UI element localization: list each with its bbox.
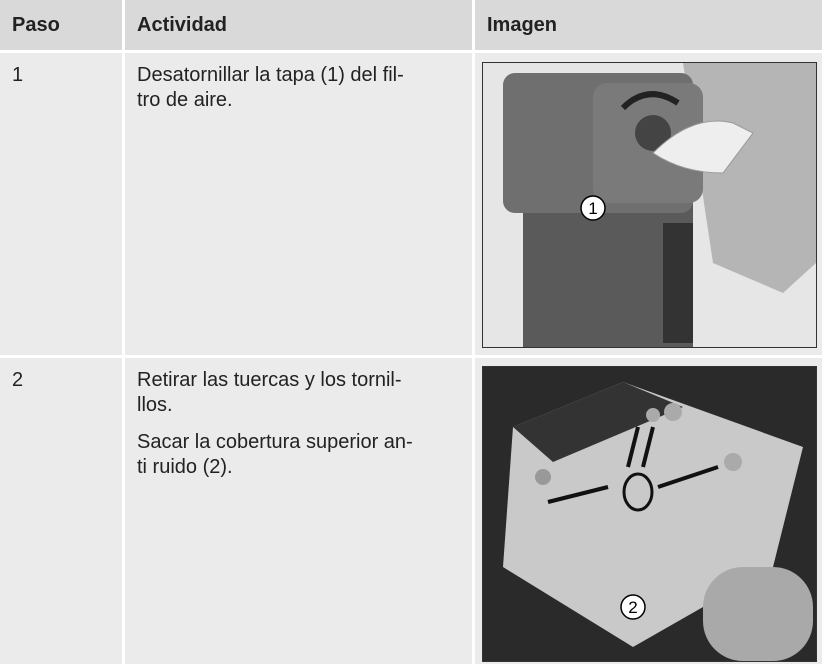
step-number: 1 [12,64,24,86]
header-text: Imagen [487,14,558,36]
step-cell: 1 [0,53,122,355]
photo: 1 [482,62,817,348]
activity-text: Desatornillar la tapa (1) del fil-tro de… [137,63,460,113]
activity-text: Retirar las tuercas y los tornil-llos. [137,368,460,418]
step-number: 2 [12,369,24,391]
photo: 2 [482,366,817,662]
text-line: Sacar la cobertura superior an- [137,431,413,453]
callout-circle [620,594,646,620]
text-line: Desatornillar la tapa (1) del fil- [137,64,404,86]
text-line: Retirar las tuercas y los tornil- [137,369,402,391]
text-line: llos. [137,394,173,416]
activity-cell: Retirar las tuercas y los tornil-llos. Sa… [125,358,472,664]
header-text: Paso [12,14,60,36]
header-cell: Actividad [125,0,472,50]
activity-text: Sacar la cobertura superior an-ti ruido … [137,430,460,480]
text-line: ti ruido (2). [137,456,233,478]
header-cell: Paso [0,0,122,50]
callout-circle [580,195,606,221]
callout-label: 1 [588,199,597,218]
header-text: Actividad [137,14,228,36]
activity-cell: Desatornillar la tapa (1) del fil-tro de… [125,53,472,355]
text-line: tro de aire. [137,89,233,111]
callout-label: 2 [628,598,637,617]
header-cell: Imagen [475,0,822,50]
step-cell: 2 [0,358,122,664]
